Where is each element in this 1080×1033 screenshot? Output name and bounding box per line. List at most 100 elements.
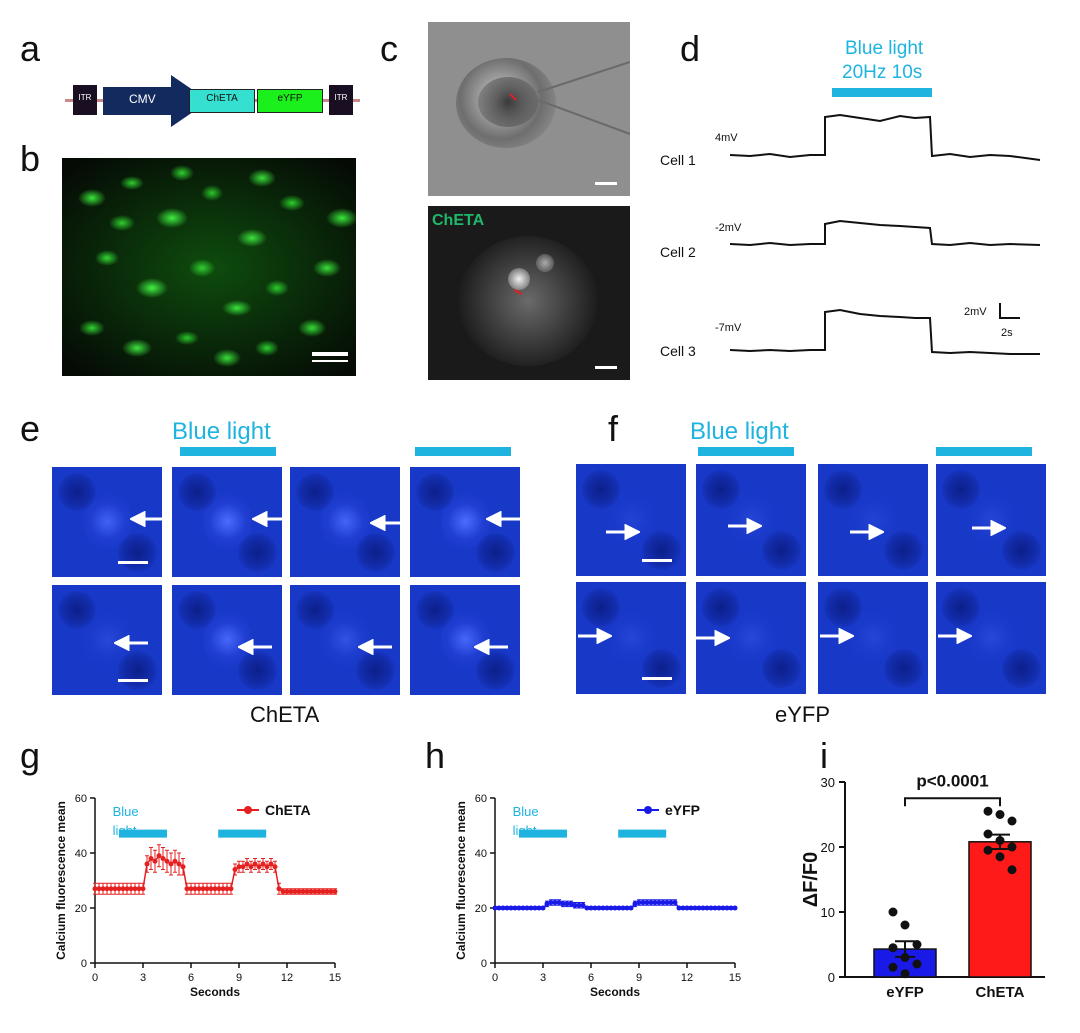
cheta-calcium-tile-r1-c4	[410, 467, 520, 577]
data-point	[644, 900, 650, 905]
arrow-icon	[370, 515, 400, 531]
data-point	[180, 864, 186, 870]
x-tick-label: 12	[281, 972, 293, 984]
data-point	[720, 905, 726, 911]
scale-bar	[642, 677, 672, 681]
data-point	[120, 886, 126, 892]
scale-mv: 2mV	[964, 306, 987, 318]
panel-label-i: i	[820, 735, 828, 776]
itr-right-box	[329, 85, 353, 115]
data-point	[604, 905, 610, 911]
data-point	[556, 900, 562, 905]
data-point	[692, 905, 698, 911]
data-point	[220, 886, 226, 892]
caption-e: ChETA	[250, 702, 320, 727]
stim-bar-e-1	[180, 447, 276, 456]
data-point	[1007, 842, 1017, 852]
y-tick-label: 20	[821, 840, 835, 855]
data-point	[524, 905, 530, 911]
data-point	[660, 900, 666, 905]
panel-label-b: b	[20, 138, 41, 179]
x-tick-label: 15	[729, 972, 741, 984]
data-point	[288, 889, 294, 894]
data-point	[236, 864, 242, 870]
x-tick-label: 6	[588, 972, 594, 984]
data-point	[324, 889, 330, 894]
trace-cell1	[730, 113, 1041, 161]
y-tick-label: 30	[821, 775, 835, 790]
stim-label-f: Blue light	[690, 418, 789, 445]
legend-marker	[244, 806, 252, 814]
panel-label-h: h	[425, 735, 446, 776]
data-point	[983, 845, 993, 855]
legend-marker	[644, 806, 652, 814]
data-point	[168, 861, 174, 867]
data-point	[208, 886, 214, 892]
cheta-gene-label: ChETA	[206, 93, 238, 104]
x-category-label: ChETA	[976, 984, 1025, 1001]
scale-bar	[118, 678, 148, 682]
cheta-calcium-tile-r2-c4	[410, 585, 520, 695]
data-point	[164, 858, 170, 864]
x-axis-label: Seconds	[590, 985, 640, 999]
data-point	[248, 864, 254, 870]
stim-label: Blue	[513, 804, 539, 819]
data-point	[536, 905, 542, 911]
data-point	[196, 886, 202, 892]
data-point	[256, 864, 262, 870]
data-point	[995, 836, 1005, 845]
data-point	[700, 905, 706, 911]
data-point	[212, 886, 218, 892]
cell3-baseline: -7mV	[715, 322, 742, 334]
arrow-icon	[728, 518, 762, 534]
data-point	[580, 902, 586, 908]
significance-bracket	[904, 797, 1001, 807]
data-point	[312, 889, 318, 894]
x-tick-label: 12	[681, 972, 693, 984]
data-point	[696, 905, 702, 911]
arrow-icon	[850, 524, 884, 540]
scale-bar-c-top	[595, 182, 617, 185]
data-point	[544, 901, 550, 907]
itr-left-box	[73, 85, 97, 115]
stim-bar-2	[618, 829, 667, 838]
data-point	[900, 969, 910, 979]
data-point	[1007, 865, 1017, 875]
arrow-icon	[972, 520, 1006, 536]
data-point	[728, 905, 734, 911]
data-point	[320, 889, 326, 894]
y-tick-label: 40	[475, 848, 487, 860]
data-point	[552, 900, 558, 905]
data-point	[664, 900, 670, 905]
voltage-traces-svg	[730, 113, 1041, 355]
data-point	[300, 889, 306, 894]
data-point	[1007, 816, 1017, 826]
chart-i: 0 10 20 30 ΔF/F0 eYFP ChETA p<0.0001	[800, 771, 1045, 1001]
data-point	[680, 905, 686, 911]
chart-g: 0 20 40 60 0 3 6 9 12 15 Seconds Calcium fluorescen…	[54, 793, 341, 999]
data-point	[204, 886, 210, 892]
data-point	[252, 861, 258, 867]
y-tick-label: 60	[75, 793, 87, 805]
stim-label-2: light	[513, 823, 537, 838]
eyfp-calcium-tile-r1-c2	[696, 464, 806, 576]
data-point	[124, 886, 130, 892]
cell1-baseline: 4mV	[715, 132, 738, 144]
x-tick-label: 6	[188, 972, 194, 984]
data-point	[712, 905, 718, 911]
data-point	[128, 886, 134, 892]
eyfp-calcium-tile-r1-c4	[936, 464, 1046, 576]
data-point	[628, 905, 634, 911]
stim-bar-1	[519, 829, 567, 838]
data-point	[592, 905, 598, 911]
data-point	[328, 889, 334, 894]
x-category-label: eYFP	[886, 984, 924, 1001]
stim-label-d-line1: Blue light	[845, 38, 924, 59]
bar-ChETA	[968, 841, 1032, 978]
stim-bar-d	[832, 88, 932, 97]
data-point	[512, 905, 518, 911]
y-tick-label: 0	[481, 958, 487, 970]
data-point	[104, 886, 110, 892]
panel-label-g: g	[20, 735, 41, 776]
gfp-fluorescence-image	[62, 158, 356, 376]
